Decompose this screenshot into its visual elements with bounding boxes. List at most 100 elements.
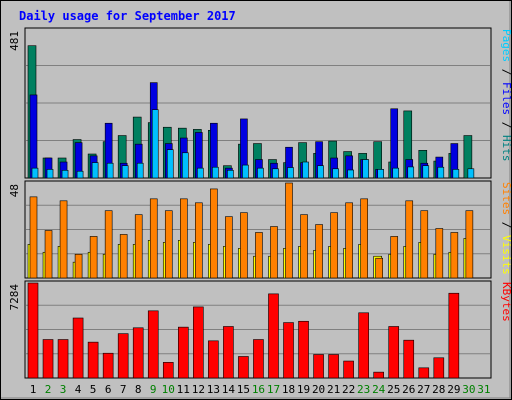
- x-tick-label-day-8: 8: [135, 383, 142, 396]
- bar-kbytes-day-17: [268, 293, 279, 379]
- panel-visits-sites: 48 Sites / Visits: [8, 180, 512, 279]
- bar-pages-day-7: [121, 165, 129, 179]
- x-tick-label-day-25: 25: [387, 383, 400, 396]
- x-tick-label-day-3: 3: [60, 383, 67, 396]
- chart-panels: 481 Pages / Files / Hits 48 Sites / Visits 7…: [8, 27, 512, 379]
- bar-sites-day-2: [44, 230, 53, 279]
- bar-kbytes-day-28: [433, 357, 445, 379]
- bar-sites-day-17: [270, 226, 278, 279]
- bar-sites-day-20: [315, 224, 323, 279]
- bar-pages-day-5: [91, 162, 99, 179]
- bar-pages-day-28: [437, 166, 445, 179]
- bar-sites-day-16: [255, 232, 263, 279]
- panel-hits-files-pages: 481 Pages / Files / Hits: [8, 27, 512, 179]
- bar-sites-day-22: [345, 202, 353, 279]
- legend-entry: /: [500, 215, 512, 235]
- x-tick-label-day-6: 6: [105, 383, 112, 396]
- legend-entry: Visits: [500, 235, 512, 275]
- bar-pages-day-16: [257, 167, 264, 179]
- bar-pages-day-15: [242, 164, 249, 179]
- bar-kbytes-day-2: [42, 339, 54, 379]
- panel-kbytes: 7284 KBytes: [8, 280, 512, 379]
- x-tick-label-day-20: 20: [312, 383, 325, 396]
- chart-title: Daily usage for September 2017: [19, 9, 236, 23]
- x-tick-label-day-30: 30: [462, 383, 475, 396]
- x-tick-label-day-21: 21: [327, 383, 340, 396]
- x-tick-label-day-2: 2: [45, 383, 52, 396]
- bar-sites-day-7: [119, 234, 128, 279]
- bar-kbytes-day-10: [162, 362, 174, 379]
- bar-pages-day-12: [197, 167, 204, 179]
- bar-sites-day-11: [180, 198, 188, 279]
- bar-kbytes-day-24: [373, 371, 384, 379]
- bar-kbytes-day-15: [238, 356, 249, 379]
- bar-pages-day-13: [212, 166, 219, 179]
- bar-pages-day-29: [452, 169, 460, 179]
- bar-kbytes-day-8: [132, 327, 144, 379]
- bar-pages-day-2: [46, 169, 54, 179]
- x-tick-label-day-17: 17: [267, 383, 280, 396]
- bar-pages-day-6: [106, 162, 114, 179]
- bar-sites-day-4: [74, 253, 83, 279]
- x-tick-label-day-11: 11: [177, 383, 190, 396]
- y-max-label: 481: [8, 31, 21, 51]
- bar-sites-day-24: [375, 257, 383, 279]
- bar-kbytes-day-3: [57, 339, 69, 379]
- bar-pages-day-4: [76, 170, 84, 179]
- bar-sites-day-12: [195, 202, 203, 279]
- x-tick-label-day-18: 18: [282, 383, 295, 396]
- bar-kbytes-day-6: [102, 352, 114, 379]
- bar-pages-day-9: [151, 109, 159, 179]
- bar-sites-day-8: [134, 214, 143, 279]
- x-tick-label-day-16: 16: [252, 383, 265, 396]
- bar-sites-day-25: [390, 236, 399, 279]
- bar-kbytes-day-19: [298, 320, 309, 379]
- bar-kbytes-day-4: [72, 317, 84, 379]
- x-tick-label-day-10: 10: [162, 383, 175, 396]
- legend-entry: Sites: [500, 182, 512, 215]
- x-tick-label-day-22: 22: [342, 383, 355, 396]
- legend: Pages / Files / Hits: [500, 29, 512, 162]
- bar-sites-day-13: [210, 188, 218, 279]
- x-tick-label-day-9: 9: [150, 383, 157, 396]
- x-tick-label-day-31: 31: [477, 383, 490, 396]
- bar-pages-day-27: [422, 165, 430, 179]
- x-tick-label-day-12: 12: [192, 383, 205, 396]
- bar-kbytes-day-21: [328, 354, 339, 379]
- bar-pages-day-21: [332, 168, 339, 179]
- x-tick-label-day-26: 26: [402, 383, 415, 396]
- bar-sites-day-27: [420, 210, 429, 279]
- bar-pages-day-1: [31, 167, 39, 179]
- x-tick-label-day-28: 28: [432, 383, 445, 396]
- legend-entry: KBytes: [500, 282, 512, 322]
- bar-kbytes-day-27: [418, 367, 430, 379]
- bar-pages-day-25: [392, 167, 400, 179]
- bar-pages-day-20: [317, 165, 324, 179]
- bar-kbytes-day-16: [253, 339, 264, 379]
- bar-sites-day-29: [450, 232, 459, 279]
- bar-pages-day-3: [61, 170, 69, 179]
- legend-entry: /: [500, 62, 512, 82]
- bar-kbytes-day-25: [388, 326, 400, 379]
- x-axis-day-labels: 1 2 3 4 5 6 7 8 9 10 11 12 13 14 15 16 17 18 19 20 21 22 23 24 2…: [30, 383, 491, 396]
- bar-sites-day-6: [104, 210, 113, 279]
- bar-sites-day-21: [330, 212, 338, 279]
- bar-pages-day-11: [182, 152, 189, 179]
- x-tick-label-day-5: 5: [90, 383, 97, 396]
- x-tick-label-day-1: 1: [30, 383, 37, 396]
- legend: KBytes: [500, 282, 512, 322]
- bar-pages-day-30: [467, 168, 475, 179]
- x-tick-label-day-13: 13: [207, 383, 220, 396]
- x-tick-label-day-27: 27: [417, 383, 430, 396]
- x-tick-label-day-15: 15: [237, 383, 250, 396]
- x-tick-label-day-24: 24: [372, 383, 386, 396]
- y-max-label: 7284: [8, 284, 21, 311]
- bar-kbytes-day-11: [178, 326, 189, 379]
- x-tick-label-day-7: 7: [120, 383, 127, 396]
- bar-pages-day-26: [407, 166, 415, 179]
- y-max-label: 48: [8, 184, 21, 197]
- bar-kbytes-day-20: [313, 354, 324, 379]
- bar-kbytes-day-14: [223, 326, 234, 379]
- bar-pages-day-18: [287, 167, 294, 179]
